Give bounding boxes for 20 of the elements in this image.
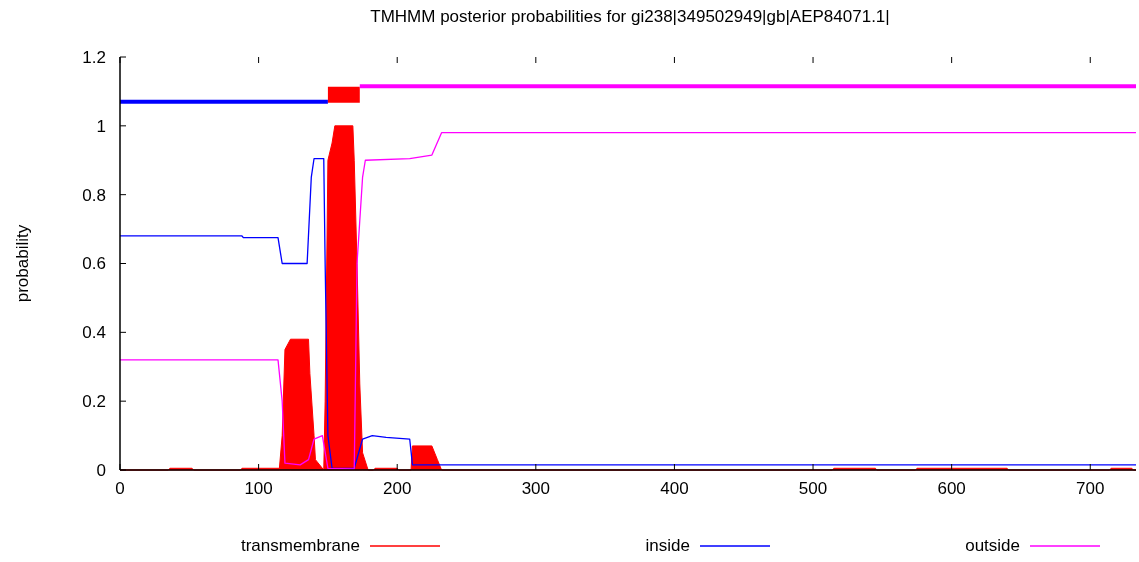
legend-label: outside <box>965 536 1020 555</box>
x-tick-label: 200 <box>383 479 412 498</box>
x-tick-label: 700 <box>1076 479 1105 498</box>
y-tick-label: 0.4 <box>82 323 106 343</box>
x-tick-label: 500 <box>798 479 828 498</box>
y-tick-label: 1.2 <box>82 47 106 67</box>
x-tick-label: 600 <box>937 479 966 498</box>
legend-label: transmembrane <box>240 536 360 555</box>
x-tick-label: 0 <box>115 479 125 498</box>
x-tick-label: 100 <box>244 479 273 498</box>
y-tick-label: 0.6 <box>82 254 106 274</box>
y-tick-label: 0.8 <box>82 185 106 205</box>
chart-title: TMHMM posterior probabilities for gi238|349502949|gb|AEP84071.1| <box>370 7 890 26</box>
legend-label: inside <box>645 536 690 555</box>
y-tick-label: 1 <box>96 116 106 136</box>
y-tick-label: 0 <box>96 460 106 480</box>
y-tick-label: 0.2 <box>82 392 106 412</box>
x-tick-label: 400 <box>660 479 689 498</box>
y-axis-title: probability <box>13 224 32 303</box>
x-tick-label: 300 <box>521 479 551 498</box>
